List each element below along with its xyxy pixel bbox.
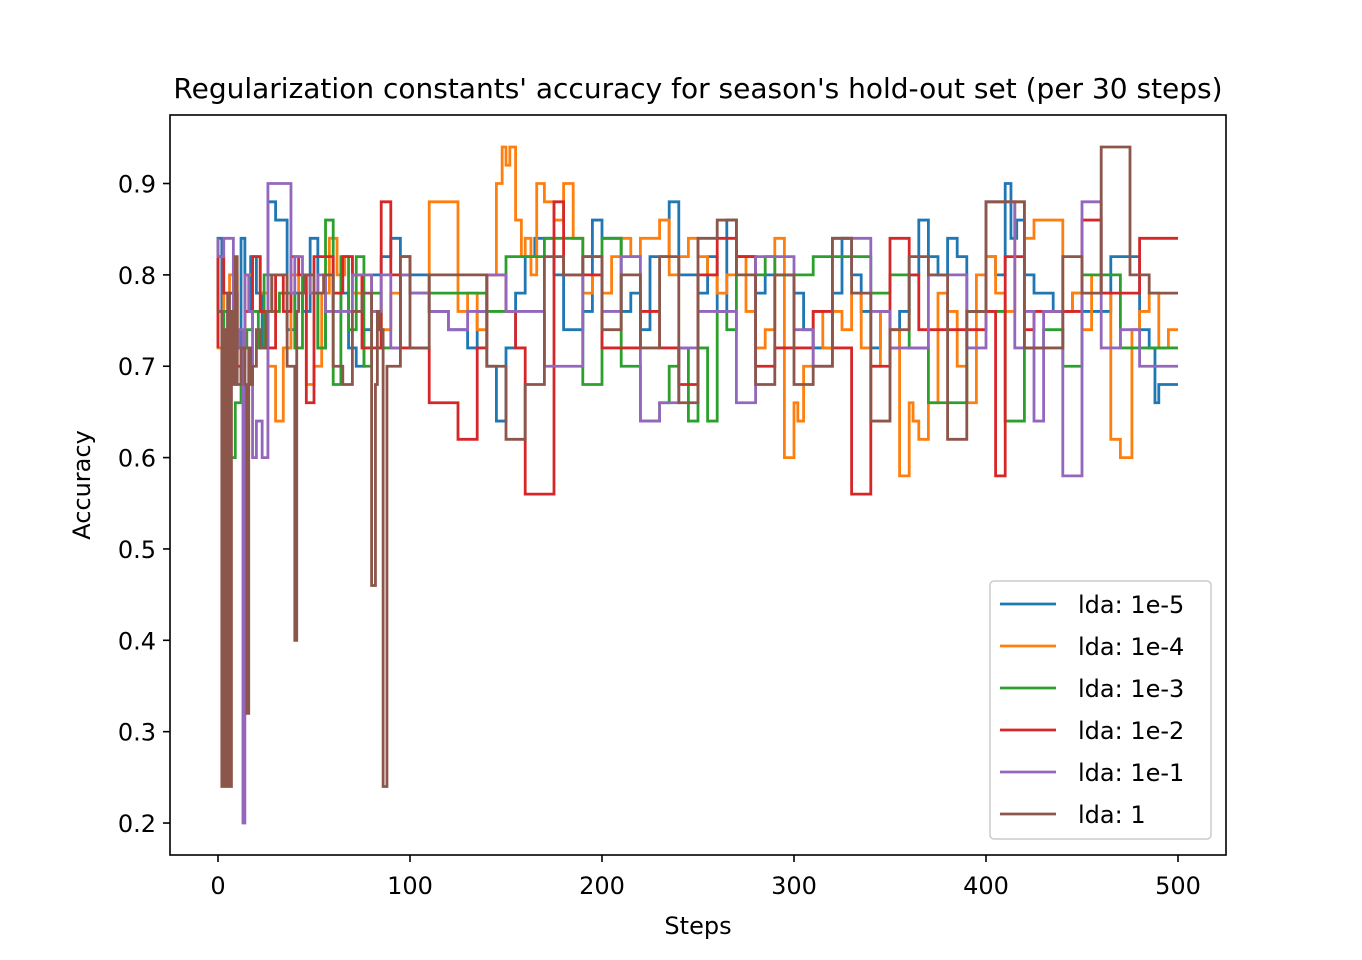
x-tick-label: 500 [1155, 872, 1201, 900]
y-tick-label: 0.6 [118, 445, 156, 473]
x-tick-label: 100 [387, 872, 433, 900]
x-tick-label: 400 [963, 872, 1009, 900]
chart-title: Regularization constants' accuracy for s… [173, 72, 1222, 105]
x-axis-label: Steps [664, 912, 731, 940]
x-tick-label: 300 [771, 872, 817, 900]
y-tick-label: 0.5 [118, 536, 156, 564]
y-tick-label: 0.9 [118, 171, 156, 199]
y-tick-label: 0.8 [118, 262, 156, 290]
y-tick-label: 0.7 [118, 353, 156, 381]
y-tick-label: 0.3 [118, 719, 156, 747]
y-axis-label: Accuracy [68, 430, 96, 540]
legend-label: lda: 1 [1078, 801, 1146, 829]
series-layer [216, 145, 1178, 825]
legend-label: lda: 1e-2 [1078, 717, 1184, 745]
x-tick-label: 200 [579, 872, 625, 900]
y-tick-label: 0.4 [118, 627, 156, 655]
legend-label: lda: 1e-4 [1078, 633, 1184, 661]
legend-label: lda: 1e-5 [1078, 591, 1184, 619]
y-tick-label: 0.2 [118, 810, 156, 838]
y-axis-ticks: 0.2 0.3 0.4 0.5 0.6 0.7 0.8 0.9 [118, 171, 170, 838]
legend-label: lda: 1e-3 [1078, 675, 1184, 703]
x-axis-ticks: 0 100 200 300 400 500 [210, 855, 1201, 900]
plot-frame [169, 114, 1227, 856]
x-tick-label: 0 [210, 872, 225, 900]
series-line-6 [218, 145, 1178, 788]
legend-label: lda: 1e-1 [1078, 759, 1184, 787]
legend: lda: 1e-5 lda: 1e-4 lda: 1e-3 lda: 1e-2 lda:… [989, 580, 1212, 840]
